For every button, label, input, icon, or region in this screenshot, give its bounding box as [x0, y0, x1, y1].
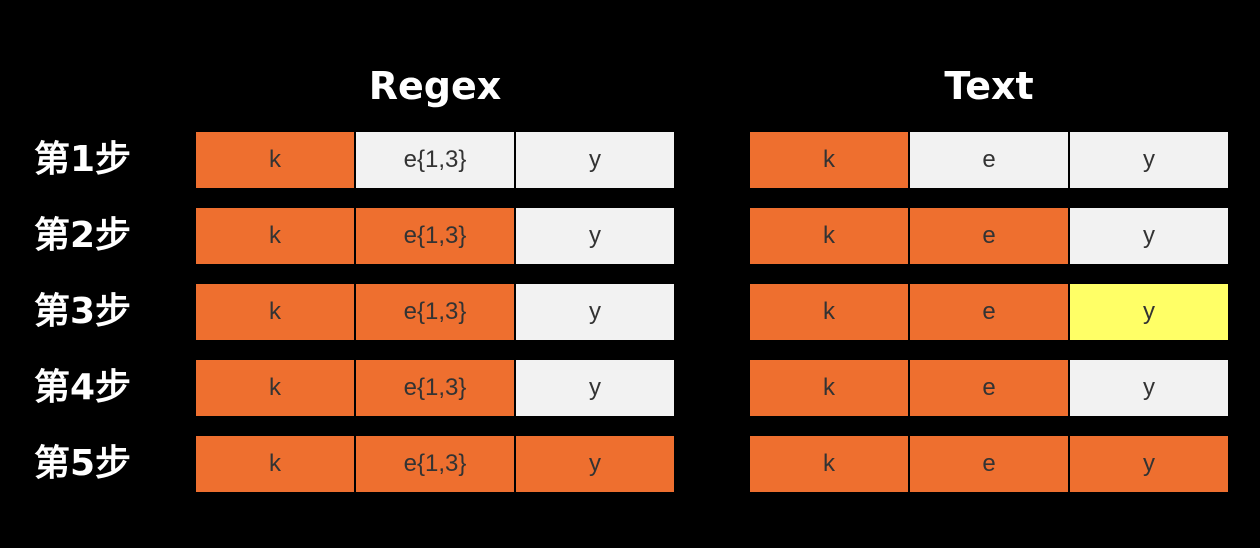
- regex-cell: k: [196, 132, 354, 188]
- regex-cell: e{1,3}: [356, 208, 514, 264]
- step-label: 第5步: [34, 443, 132, 484]
- regex-cell: y: [516, 360, 674, 416]
- regex-row: k e{1,3} y: [196, 284, 674, 340]
- regex-cell: y: [516, 436, 674, 492]
- text-cell: k: [750, 284, 908, 340]
- regex-cell: y: [516, 208, 674, 264]
- text-cell: e: [910, 284, 1068, 340]
- regex-cell: k: [196, 436, 354, 492]
- regex-cell: k: [196, 284, 354, 340]
- text-cell: k: [750, 360, 908, 416]
- regex-cell: e{1,3}: [356, 436, 514, 492]
- text-heading: Text: [944, 64, 1034, 108]
- regex-cell: e{1,3}: [356, 360, 514, 416]
- step-label: 第2步: [34, 215, 132, 256]
- regex-cell: e{1,3}: [356, 132, 514, 188]
- regex-cell: k: [196, 208, 354, 264]
- text-cell: e: [910, 208, 1068, 264]
- text-cell: e: [910, 436, 1068, 492]
- text-cell: y: [1070, 360, 1228, 416]
- text-cell: y: [1070, 208, 1228, 264]
- text-cell: y: [1070, 284, 1228, 340]
- text-cell: e: [910, 132, 1068, 188]
- regex-cell: e{1,3}: [356, 284, 514, 340]
- regex-row: k e{1,3} y: [196, 436, 674, 492]
- step-label: 第4步: [34, 367, 132, 408]
- regex-cell: y: [516, 132, 674, 188]
- text-cell: k: [750, 132, 908, 188]
- regex-cell: y: [516, 284, 674, 340]
- text-cell: y: [1070, 436, 1228, 492]
- step-label: 第3步: [34, 291, 132, 332]
- regex-cell: k: [196, 360, 354, 416]
- text-cell: e: [910, 360, 1068, 416]
- regex-row: k e{1,3} y: [196, 208, 674, 264]
- text-cell: k: [750, 208, 908, 264]
- regex-row: k e{1,3} y: [196, 360, 674, 416]
- regex-heading: Regex: [368, 64, 502, 108]
- step-label: 第1步: [34, 139, 132, 180]
- regex-row: k e{1,3} y: [196, 132, 674, 188]
- text-cell: y: [1070, 132, 1228, 188]
- text-cell: k: [750, 436, 908, 492]
